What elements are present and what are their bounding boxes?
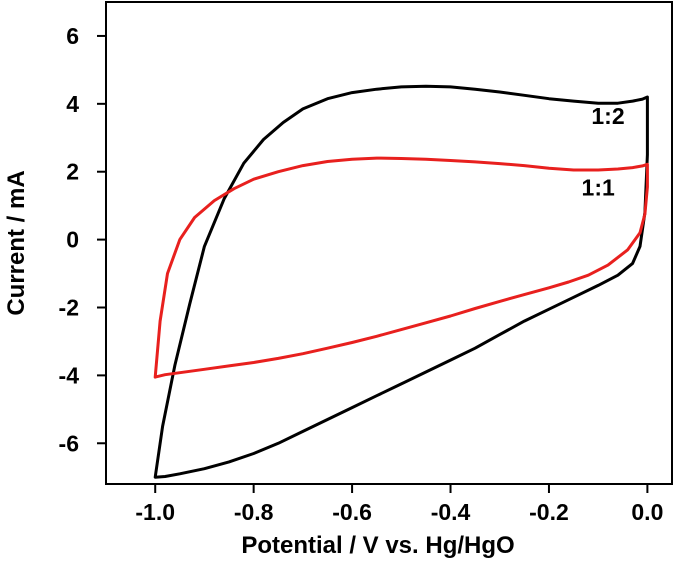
series-line-1: [153, 156, 649, 379]
y-tick-label: -4: [59, 362, 80, 388]
x-axis-label: Potential / V vs. Hg/HgO: [241, 532, 514, 559]
y-axis-ticks: -6 -4 -2 0 2 4 6: [59, 23, 106, 456]
annotation-layer: 1:2 1:1: [582, 103, 625, 200]
x-tick-label: -0.6: [332, 499, 372, 525]
x-axis-ticks: -1.0 -0.8 -0.6 -0.4 -0.2 0.0: [135, 484, 663, 525]
y-axis-label: Current / mA: [3, 170, 30, 315]
y-tick-label: -6: [59, 430, 79, 456]
y-tick-label: 0: [66, 227, 79, 253]
x-tick-label: -0.2: [529, 499, 569, 525]
y-tick-label: 2: [66, 159, 79, 185]
series-layer: [153, 84, 649, 479]
x-tick-label: -1.0: [135, 499, 175, 525]
x-tick-label: -0.8: [234, 499, 274, 525]
x-tick-label: 0.0: [631, 499, 663, 525]
series-annotation: 1:2: [591, 103, 624, 129]
series-line-0: [153, 84, 649, 479]
x-tick-label: -0.4: [431, 499, 471, 525]
y-tick-label: -2: [59, 294, 79, 320]
series-annotation: 1:1: [582, 174, 615, 200]
plot-frame: [105, 1, 673, 485]
y-tick-label: 4: [66, 91, 79, 117]
y-tick-label: 6: [66, 23, 79, 49]
